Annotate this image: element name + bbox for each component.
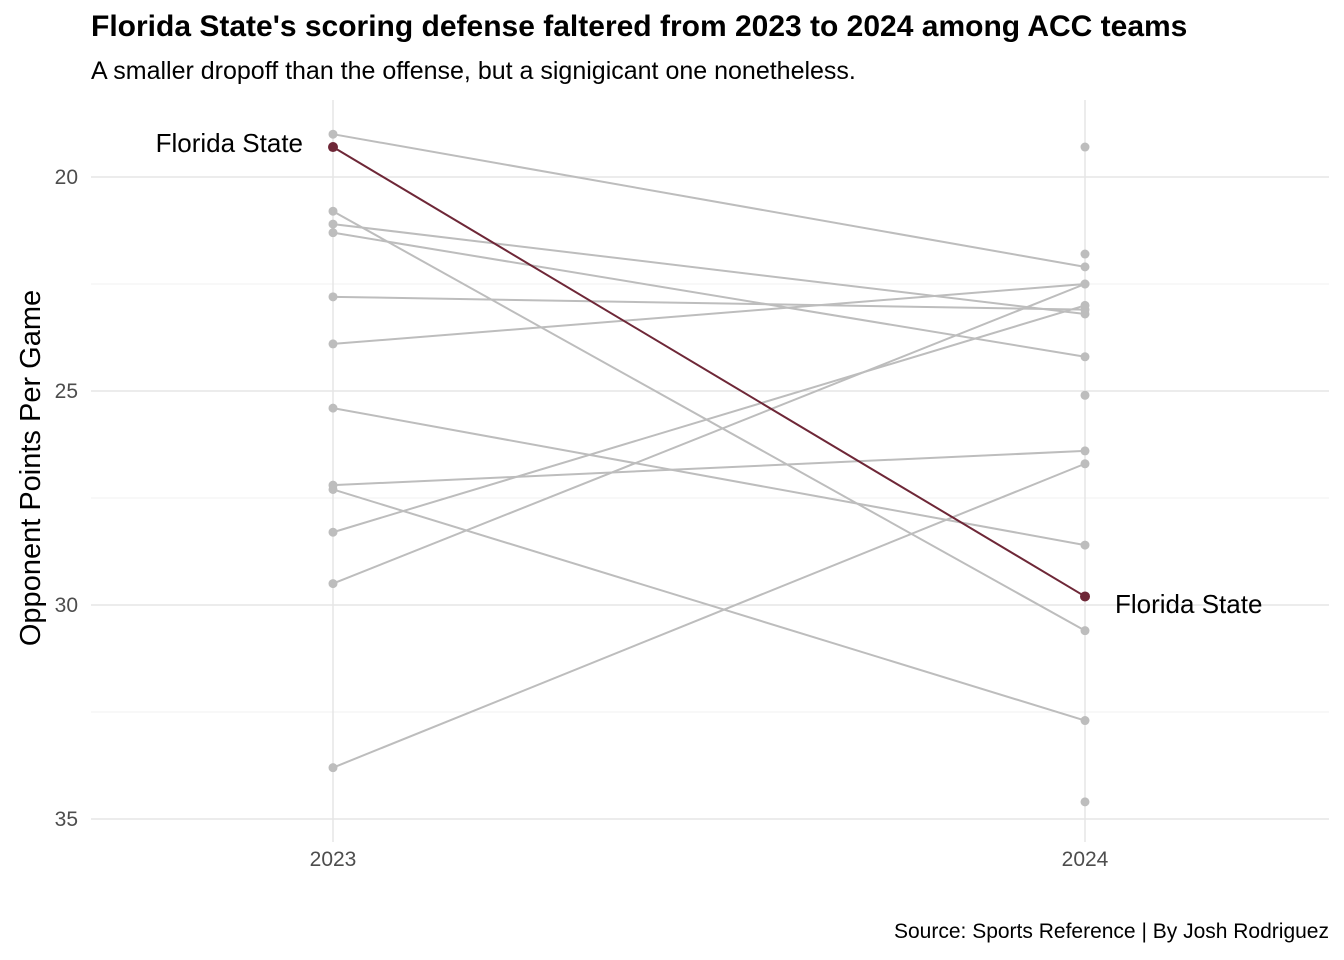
team-line [332, 295, 1086, 311]
chart-caption: Source: Sports Reference | By Josh Rodri… [893, 920, 1329, 943]
team-line [332, 223, 1086, 315]
team-line [332, 488, 1086, 722]
team-point [1080, 249, 1090, 259]
team-point [328, 763, 338, 773]
team-point [1080, 279, 1090, 289]
y-tick-label: 30 [55, 594, 78, 617]
y-axis-ticks: 20 25 30 35 [55, 166, 78, 831]
team-point [1080, 142, 1090, 152]
gridlines [91, 100, 1329, 842]
y-tick-label: 25 [55, 380, 78, 403]
team-point [1080, 626, 1090, 636]
y-tick-label: 20 [55, 166, 78, 189]
team-point [1080, 352, 1090, 362]
team-point [328, 484, 338, 494]
team-point [1080, 459, 1090, 469]
x-tick-label: 2024 [1062, 848, 1109, 871]
team-point [328, 339, 338, 349]
team-point [328, 129, 338, 139]
highlight-series [328, 142, 1090, 602]
team-point [1080, 446, 1090, 456]
y-axis-label: Opponent Points Per Game [15, 290, 47, 646]
florida-state-point [1080, 591, 1090, 602]
team-point [328, 527, 338, 537]
team-point [328, 292, 338, 302]
x-tick-label: 2023 [310, 848, 357, 871]
team-line [332, 210, 1086, 632]
x-axis-ticks: 2023 2024 [310, 848, 1109, 871]
team-line [332, 304, 1086, 534]
chart-title: Florida State's scoring defense faltered… [91, 10, 1188, 43]
label-florida-state-2024: Florida State [1115, 589, 1262, 619]
team-point [1080, 797, 1090, 807]
florida-state-line [332, 146, 1086, 598]
team-line [332, 283, 1086, 585]
team-line [332, 231, 1086, 358]
team-point [328, 579, 338, 589]
florida-state-point [328, 142, 338, 153]
team-point [328, 403, 338, 413]
team-point [1080, 390, 1090, 400]
team-point [328, 228, 338, 238]
team-point [1080, 716, 1090, 726]
y-tick-label: 35 [55, 808, 78, 831]
team-line [332, 462, 1086, 769]
chart-subtitle: A smaller dropoff than the offense, but … [91, 57, 856, 85]
label-florida-state-2023: Florida State [156, 128, 303, 158]
team-point [1080, 262, 1090, 272]
series-lines [332, 133, 1086, 769]
series-points [328, 129, 1090, 807]
team-point [1080, 540, 1090, 550]
team-line [332, 133, 1086, 268]
team-line [332, 283, 1086, 345]
team-point [328, 219, 338, 229]
team-line [332, 449, 1086, 487]
team-point [328, 206, 338, 216]
team-point [1080, 300, 1090, 310]
